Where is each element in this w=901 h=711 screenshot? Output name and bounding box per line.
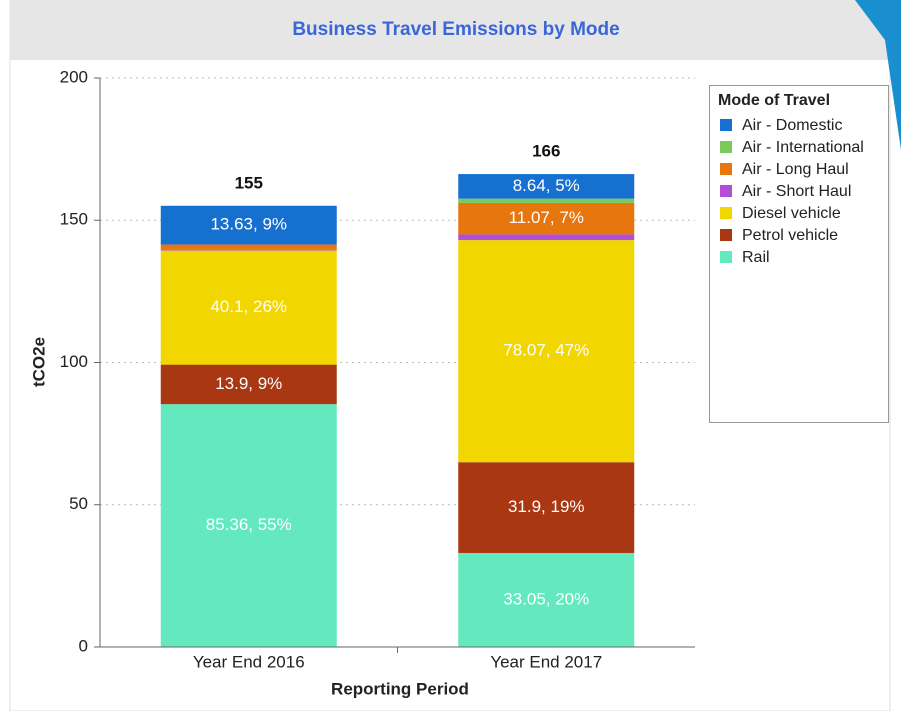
data-label: 11.07, 7% — [509, 208, 584, 227]
legend-label: Rail — [742, 249, 770, 266]
y-axis-label: tCO2e — [29, 337, 48, 387]
legend-item: Air - Short Haul — [718, 182, 880, 201]
y-tick-label: 100 — [60, 352, 88, 371]
legend-swatch — [720, 229, 732, 241]
y-tick-label: 50 — [69, 494, 88, 513]
data-label: 13.9, 9% — [215, 374, 282, 393]
bar-segment — [160, 244, 337, 250]
y-tick-label: 0 — [79, 636, 88, 655]
legend-swatch — [720, 163, 732, 175]
x-tick-label: Year End 2017 — [490, 652, 602, 671]
legend-swatch — [720, 141, 732, 153]
legend: Mode of Travel Air - Domestic Air - Inter… — [709, 85, 889, 423]
legend-item: Petrol vehicle — [718, 226, 880, 245]
bar-segment — [160, 205, 337, 245]
legend-item: Air - Long Haul — [718, 160, 880, 179]
bar-segment — [160, 364, 337, 405]
legend-swatch — [720, 185, 732, 197]
data-label: 8.64, 5% — [513, 176, 580, 195]
bar-segment — [160, 404, 337, 647]
bar-segment — [458, 198, 635, 203]
data-label: 31.9, 19% — [508, 497, 585, 516]
legend-label: Air - Short Haul — [742, 183, 852, 200]
legend-item: Air - International — [718, 138, 880, 157]
y-tick-label: 150 — [60, 210, 88, 229]
bar-segment — [458, 462, 635, 553]
legend-item: Air - Domestic — [718, 116, 880, 135]
bar-segment — [458, 174, 635, 199]
x-axis-label: Reporting Period — [331, 679, 469, 698]
total-label: 166 — [532, 142, 560, 161]
bar-segment — [458, 202, 635, 235]
legend-item: Diesel vehicle — [718, 204, 880, 223]
legend-label: Petrol vehicle — [742, 227, 839, 244]
header — [10, 0, 890, 60]
data-label: 85.36, 55% — [206, 515, 292, 534]
legend-title: Mode of Travel — [718, 92, 831, 109]
bar-segment — [160, 250, 337, 365]
y-tick-label: 200 — [60, 67, 88, 86]
legend-item: Rail — [718, 248, 880, 267]
bar-segment — [458, 552, 635, 647]
legend-label: Diesel vehicle — [742, 205, 841, 222]
x-tick-label: Year End 2016 — [193, 652, 305, 671]
data-label: 78.07, 47% — [503, 341, 589, 360]
bar-segment — [458, 240, 635, 463]
chart-title: Business Travel Emissions by Mode — [292, 19, 619, 40]
data-label: 40.1, 26% — [210, 297, 287, 316]
legend-swatch — [720, 251, 732, 263]
legend-swatch — [720, 207, 732, 219]
legend-swatch — [720, 119, 732, 131]
data-label: 13.63, 9% — [210, 215, 287, 234]
bar-segment — [458, 234, 635, 241]
corner-decoration — [855, 0, 901, 150]
legend-label: Air - Long Haul — [742, 161, 849, 178]
legend-label: Air - International — [742, 139, 864, 156]
data-label: 33.05, 20% — [503, 589, 589, 608]
legend-label: Air - Domestic — [742, 117, 843, 134]
total-label: 155 — [235, 173, 263, 192]
bar-segment — [160, 249, 337, 251]
frame — [9, 0, 891, 711]
